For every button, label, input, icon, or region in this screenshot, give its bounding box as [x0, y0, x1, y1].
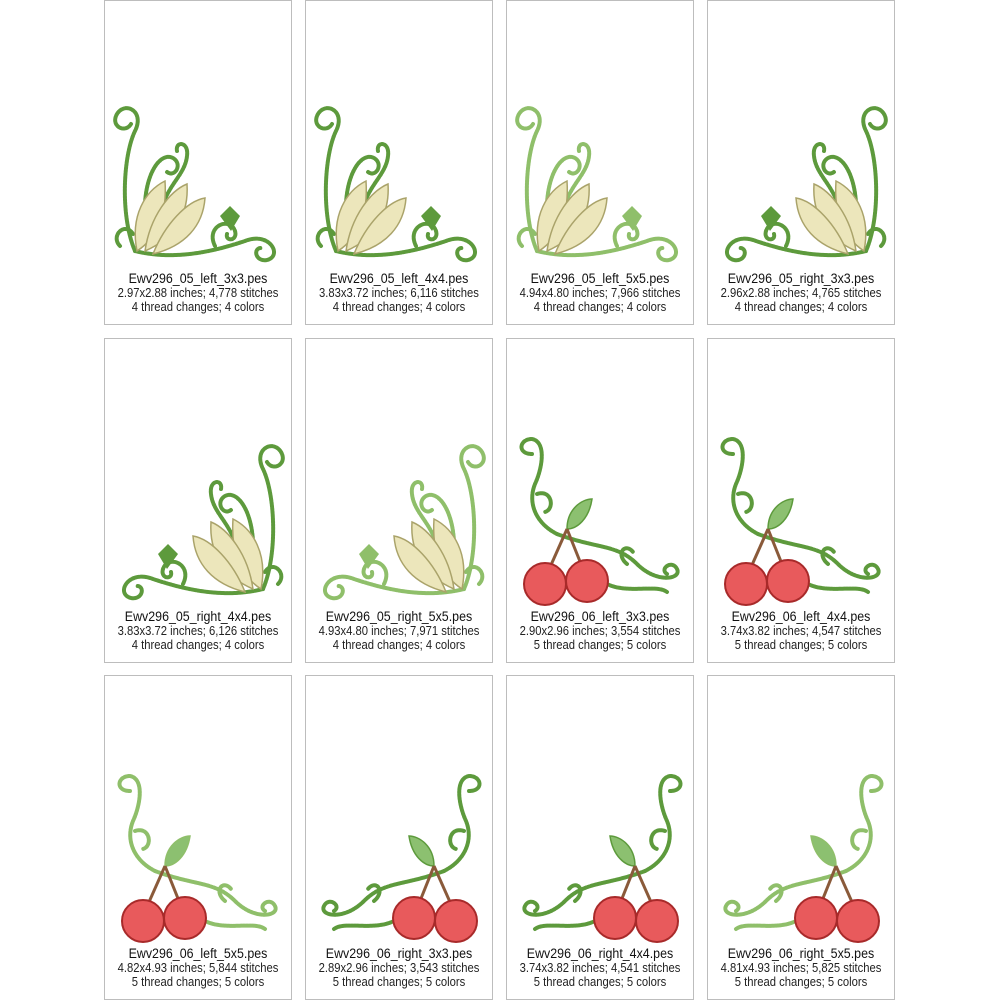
design-info: Ewv296_05_right_3x3.pes 2.96x2.88 inches…	[698, 271, 904, 314]
design-filename: Ewv296_05_left_4x4.pes	[329, 271, 469, 286]
design-info: Ewv296_05_left_4x4.pes 3.83x3.72 inches;…	[296, 271, 502, 314]
leaf-embroidery-image	[113, 106, 276, 263]
design-filename: Ewv296_05_left_5x5.pes	[530, 271, 670, 286]
design-thread-info: 5 thread changes; 5 colors	[734, 638, 868, 652]
design-size-stitches: 3.83x3.72 inches; 6,116 stitches	[319, 286, 479, 300]
design-info: Ewv296_06_left_4x4.pes 3.74x3.82 inches;…	[698, 609, 904, 652]
cherry-embroidery-image	[117, 773, 278, 943]
design-thread-info: 5 thread changes; 5 colors	[734, 975, 868, 989]
design-size-stitches: 4.82x4.93 inches; 5,844 stitches	[117, 961, 279, 975]
design-card[interactable]: Ewv296_06_left_5x5.pes 4.82x4.93 inches;…	[104, 675, 292, 1000]
design-card[interactable]: Ewv296_05_right_5x5.pes 4.93x4.80 inches…	[305, 338, 493, 663]
design-filename: Ewv296_06_right_3x3.pes	[325, 946, 473, 961]
design-info: Ewv296_06_left_3x3.pes 2.90x2.96 inches;…	[497, 609, 703, 652]
design-info: Ewv296_05_left_3x3.pes 2.97x2.88 inches;…	[95, 271, 301, 314]
leaf-embroidery-image	[122, 444, 285, 601]
cherry-embroidery-image	[519, 436, 680, 606]
design-info: Ewv296_05_right_5x5.pes 4.93x4.80 inches…	[296, 609, 502, 652]
design-filename: Ewv296_06_right_5x5.pes	[727, 946, 875, 961]
design-card[interactable]: Ewv296_05_left_5x5.pes 4.94x4.80 inches;…	[506, 0, 694, 325]
design-thread-info: 4 thread changes; 4 colors	[734, 300, 868, 314]
design-size-stitches: 2.90x2.96 inches; 3,554 stitches	[519, 624, 681, 638]
design-thread-info: 5 thread changes; 5 colors	[332, 975, 466, 989]
design-filename: Ewv296_06_right_4x4.pes	[526, 946, 674, 961]
design-thread-info: 4 thread changes; 4 colors	[131, 300, 265, 314]
design-size-stitches: 2.96x2.88 inches; 4,765 stitches	[720, 286, 882, 300]
design-filename: Ewv296_06_left_5x5.pes	[128, 946, 268, 961]
design-card[interactable]: Ewv296_05_right_4x4.pes 3.83x3.72 inches…	[104, 338, 292, 663]
design-size-stitches: 4.94x4.80 inches; 7,966 stitches	[519, 286, 681, 300]
leaf-embroidery-image	[515, 106, 678, 263]
cherry-embroidery-image	[723, 773, 884, 943]
design-card[interactable]: Ewv296_05_left_4x4.pes 3.83x3.72 inches;…	[305, 0, 493, 325]
design-size-stitches: 4.81x4.93 inches; 5,825 stitches	[720, 961, 882, 975]
design-info: Ewv296_06_right_3x3.pes 2.89x2.96 inches…	[296, 946, 502, 989]
design-card[interactable]: Ewv296_06_left_3x3.pes 2.90x2.96 inches;…	[506, 338, 694, 663]
cherry-embroidery-image	[720, 436, 881, 606]
design-info: Ewv296_06_right_4x4.pes 3.74x3.82 inches…	[497, 946, 703, 989]
leaf-embroidery-image	[725, 106, 888, 263]
design-info: Ewv296_05_right_4x4.pes 3.83x3.72 inches…	[95, 609, 301, 652]
design-size-stitches: 2.89x2.96 inches; 3,543 stitches	[318, 961, 480, 975]
design-card[interactable]: Ewv296_05_right_3x3.pes 2.96x2.88 inches…	[707, 0, 895, 325]
design-filename: Ewv296_05_right_4x4.pes	[124, 609, 272, 624]
design-thread-info: 5 thread changes; 5 colors	[131, 975, 265, 989]
design-card[interactable]: Ewv296_06_left_4x4.pes 3.74x3.82 inches;…	[707, 338, 895, 663]
design-size-stitches: 3.74x3.82 inches; 4,547 stitches	[720, 624, 882, 638]
leaf-embroidery-image	[314, 106, 477, 263]
design-card[interactable]: Ewv296_06_right_3x3.pes 2.89x2.96 inches…	[305, 675, 493, 1000]
cherry-embroidery-image	[522, 773, 683, 943]
design-thread-info: 5 thread changes; 5 colors	[533, 638, 667, 652]
design-thread-info: 4 thread changes; 4 colors	[332, 300, 466, 314]
design-thread-info: 4 thread changes; 4 colors	[533, 300, 667, 314]
design-info: Ewv296_06_left_5x5.pes 4.82x4.93 inches;…	[95, 946, 301, 989]
design-filename: Ewv296_05_left_3x3.pes	[128, 271, 268, 286]
design-info: Ewv296_06_right_5x5.pes 4.81x4.93 inches…	[698, 946, 904, 989]
design-size-stitches: 2.97x2.88 inches; 4,778 stitches	[117, 286, 279, 300]
design-thread-info: 4 thread changes; 4 colors	[332, 638, 466, 652]
design-filename: Ewv296_05_right_5x5.pes	[325, 609, 473, 624]
design-info: Ewv296_05_left_5x5.pes 4.94x4.80 inches;…	[497, 271, 703, 314]
design-card[interactable]: Ewv296_05_left_3x3.pes 2.97x2.88 inches;…	[104, 0, 292, 325]
design-size-stitches: 3.83x3.72 inches; 6,126 stitches	[117, 624, 279, 638]
design-thread-info: 5 thread changes; 5 colors	[533, 975, 667, 989]
design-filename: Ewv296_06_left_3x3.pes	[530, 609, 670, 624]
cherry-embroidery-image	[321, 773, 482, 943]
design-thread-info: 4 thread changes; 4 colors	[131, 638, 265, 652]
design-size-stitches: 4.93x4.80 inches; 7,971 stitches	[318, 624, 480, 638]
design-card[interactable]: Ewv296_06_right_4x4.pes 3.74x3.82 inches…	[506, 675, 694, 1000]
design-size-stitches: 3.74x3.82 inches; 4,541 stitches	[519, 961, 681, 975]
leaf-embroidery-image	[323, 444, 486, 601]
design-filename: Ewv296_06_left_4x4.pes	[731, 609, 871, 624]
design-filename: Ewv296_05_right_3x3.pes	[727, 271, 875, 286]
design-card[interactable]: Ewv296_06_right_5x5.pes 4.81x4.93 inches…	[707, 675, 895, 1000]
